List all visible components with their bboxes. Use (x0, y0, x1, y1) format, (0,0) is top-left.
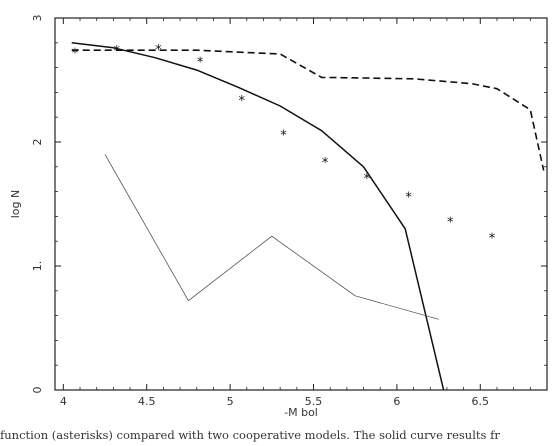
asterisk-point: * (489, 231, 496, 246)
x-tick-label: 5 (227, 395, 234, 408)
asterisk-point: * (447, 215, 454, 230)
figure-caption: function (asterisks) compared with two c… (0, 428, 500, 442)
asterisk-point: * (405, 191, 412, 206)
thin-curve (104, 154, 439, 320)
asterisk-point: * (280, 129, 287, 144)
y-axis-title: log N (9, 190, 22, 219)
asterisk-point: * (197, 55, 204, 70)
y-tick-label: 2 (31, 139, 44, 146)
plot-frame (54, 17, 548, 391)
x-tick-label: 5.5 (305, 395, 323, 408)
dashed-model-curve (71, 49, 545, 171)
x-tick-label: 4.5 (138, 395, 156, 408)
y-tick-label: 0 (31, 387, 44, 394)
asterisk-point: * (72, 47, 79, 62)
x-tick-label: 4 (60, 395, 67, 408)
x-tick-label: 6.5 (472, 395, 490, 408)
y-tick-label: 1. (31, 261, 44, 272)
x-axis-title: -M bol (284, 406, 318, 419)
asterisk-point: * (113, 44, 120, 59)
asterisk-point: * (155, 43, 162, 58)
points-layer: * * * * * * * * * * * (72, 43, 496, 246)
asterisk-point: * (239, 94, 246, 109)
x-axis-ticks: 4 4.5 5 5.5 6 6.5 (60, 18, 548, 408)
y-tick-label: 3 (31, 15, 44, 22)
asterisk-point: * (322, 156, 329, 171)
asterisk-point: * (364, 172, 371, 187)
y-axis-ticks: 01.23 (31, 15, 547, 394)
series-layer (71, 42, 545, 391)
solid-model-curve (71, 42, 445, 391)
x-tick-label: 6 (393, 395, 400, 408)
